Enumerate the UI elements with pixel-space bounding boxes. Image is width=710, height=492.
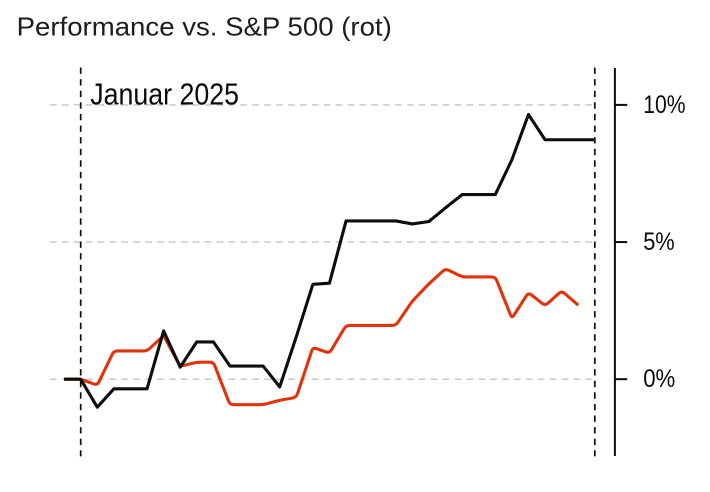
y-axis-tick-labels: 10% 5% 0% xyxy=(643,91,685,393)
series-line-portfolio xyxy=(64,112,595,409)
y-tick-label-0%: 0% xyxy=(643,365,675,393)
gridlines xyxy=(50,104,596,380)
y-axis xyxy=(613,68,628,456)
series-lines xyxy=(64,112,595,409)
y-tick-label-5%: 5% xyxy=(643,228,675,256)
y-tick-label-10%: 10% xyxy=(643,91,685,119)
series-line-s-p-500 xyxy=(64,268,580,407)
month-boundary-lines xyxy=(79,67,596,457)
chart-title: Performance vs. S&P 500 (rot) xyxy=(17,11,392,41)
month-annotation-label: Januar 2025 xyxy=(90,77,239,112)
